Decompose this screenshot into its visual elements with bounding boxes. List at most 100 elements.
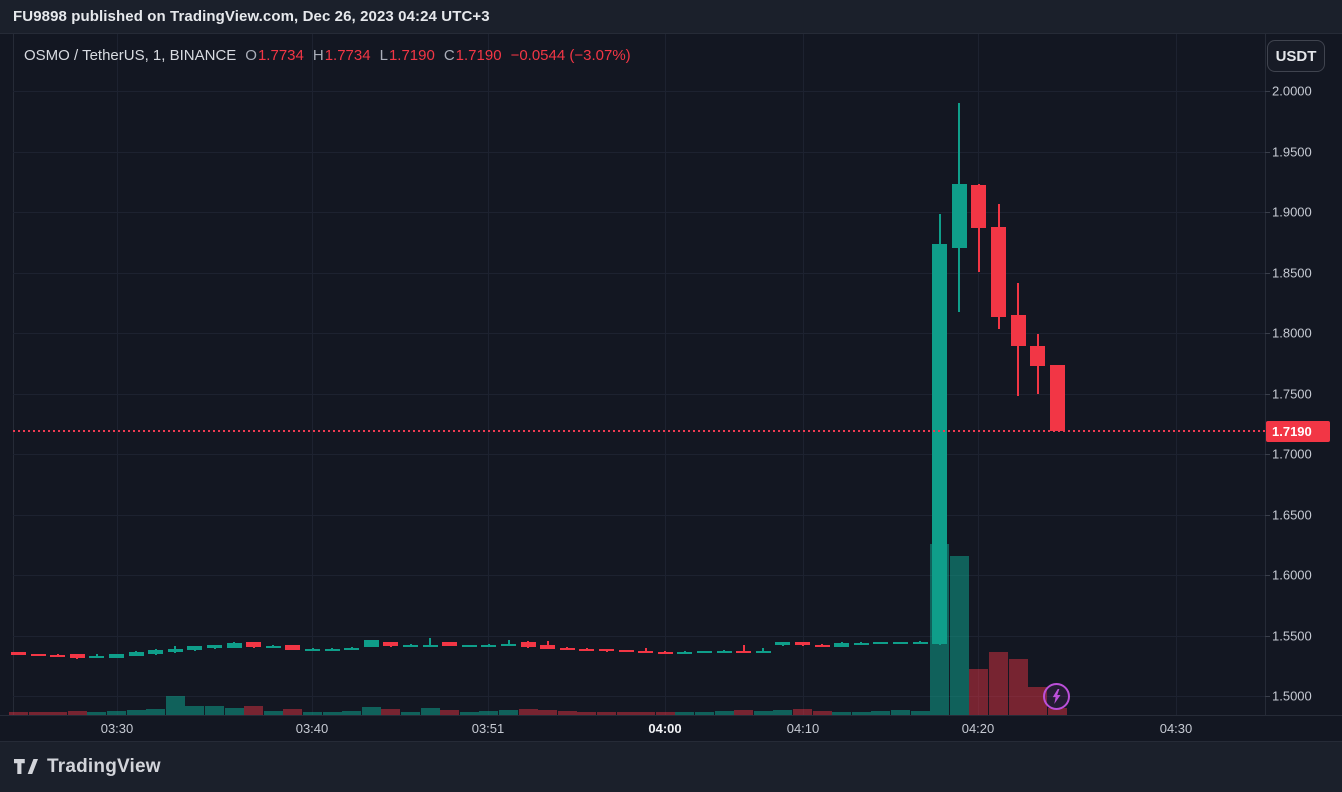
price-axis-label: 2.0000 bbox=[1272, 83, 1312, 99]
close-value: 1.7190 bbox=[455, 47, 502, 64]
volume-bar bbox=[753, 710, 773, 715]
volume-bar bbox=[28, 712, 48, 715]
volume-bar bbox=[244, 706, 264, 715]
price-axis-tick bbox=[1265, 91, 1270, 92]
symbol-title[interactable]: OSMO / TetherUS, 1, BINANCE bbox=[24, 47, 237, 64]
candle-body bbox=[363, 640, 379, 647]
price-gridline bbox=[13, 635, 1265, 637]
time-axis-label: 04:20 bbox=[961, 721, 995, 736]
price-gridline bbox=[13, 151, 1265, 153]
volume-bar bbox=[812, 710, 832, 715]
volume-bar bbox=[146, 709, 166, 715]
candle-wick bbox=[546, 641, 549, 650]
price-axis-tick bbox=[1265, 333, 1270, 334]
volume-bar bbox=[851, 711, 871, 715]
open-label: O bbox=[245, 47, 257, 64]
volume-bar bbox=[87, 711, 107, 715]
price-axis-label: 1.9500 bbox=[1272, 144, 1312, 159]
candle-body bbox=[128, 651, 144, 656]
volume-bar bbox=[361, 707, 381, 715]
candle-body bbox=[501, 644, 516, 647]
time-gridline bbox=[312, 34, 313, 715]
candle-body bbox=[853, 642, 869, 645]
lightning-bolt-icon bbox=[1052, 689, 1061, 704]
volume-bar bbox=[48, 712, 68, 715]
low-label: L bbox=[379, 47, 388, 64]
last-price-badge: 1.7190 bbox=[1266, 420, 1330, 442]
candle-body bbox=[481, 645, 497, 648]
candle-body bbox=[638, 650, 654, 653]
price-axis-label: 1.5000 bbox=[1272, 688, 1312, 704]
open-value: 1.7734 bbox=[257, 47, 304, 64]
price-axis-tick bbox=[1265, 514, 1270, 516]
time-gridline bbox=[803, 34, 804, 715]
candle-body bbox=[736, 650, 752, 653]
price-axis-tick bbox=[1265, 696, 1270, 697]
candle-wick bbox=[487, 643, 490, 647]
candle-body bbox=[971, 184, 987, 228]
volume-bar bbox=[381, 709, 401, 715]
volume-bar bbox=[636, 711, 656, 715]
candle-wick bbox=[762, 648, 765, 653]
candle-body bbox=[442, 642, 458, 646]
bottom-bar: TradingView bbox=[0, 741, 1342, 792]
tradingview-logo[interactable]: TradingView bbox=[14, 756, 161, 778]
volume-bar bbox=[949, 555, 969, 715]
volume-bar bbox=[1047, 708, 1067, 715]
volume-bar bbox=[557, 710, 577, 715]
price-gridline bbox=[13, 514, 1265, 516]
plot-left-border bbox=[13, 34, 14, 715]
chart-legend[interactable]: OSMO / TetherUS, 1, BINANCE O 1.7734 H 1… bbox=[24, 47, 631, 64]
volume-bar bbox=[1008, 659, 1028, 715]
candle-body bbox=[1010, 315, 1026, 347]
volume-bar bbox=[479, 710, 499, 715]
close-label: C bbox=[443, 47, 455, 64]
volume-bar bbox=[577, 711, 597, 715]
candle-body bbox=[403, 645, 418, 648]
candle-body bbox=[814, 644, 830, 647]
time-axis-label: 03:40 bbox=[295, 721, 329, 736]
price-gridline bbox=[13, 212, 1265, 213]
volume-bar bbox=[67, 710, 87, 715]
volume-bar bbox=[773, 709, 793, 715]
last-price-line bbox=[13, 430, 1265, 432]
candle-body bbox=[755, 651, 771, 654]
candle-body bbox=[834, 642, 850, 647]
volume-bar bbox=[793, 709, 812, 715]
candle-body bbox=[422, 644, 438, 647]
volume-bar bbox=[440, 709, 460, 715]
volume-bar bbox=[655, 712, 675, 715]
currency-toggle-button[interactable]: USDT bbox=[1267, 40, 1325, 72]
volume-bar bbox=[538, 709, 558, 715]
volume-bar bbox=[871, 710, 891, 715]
high-value: 1.7734 bbox=[324, 47, 371, 64]
time-axis-label: 03:51 bbox=[471, 721, 505, 736]
change-value: −0.0544 (−3.07%) bbox=[510, 47, 631, 64]
volume-bar bbox=[165, 696, 185, 715]
candle-body bbox=[991, 226, 1006, 317]
volume-bar bbox=[695, 711, 714, 715]
volume-bar bbox=[734, 709, 754, 715]
price-axis-tick bbox=[1265, 635, 1270, 637]
volume-bar bbox=[675, 711, 695, 715]
candle-body bbox=[50, 654, 66, 657]
price-axis-tick bbox=[1265, 151, 1270, 153]
time-axis-label: 03:30 bbox=[100, 721, 134, 736]
candle-body bbox=[383, 642, 399, 647]
candle-wick bbox=[429, 638, 432, 647]
price-axis-label: 1.6500 bbox=[1272, 507, 1312, 522]
candle-body bbox=[305, 649, 320, 652]
price-gridline bbox=[13, 696, 1265, 697]
low-value: 1.7190 bbox=[388, 47, 435, 64]
candle-body bbox=[265, 646, 281, 649]
time-axis[interactable]: 03:30 03:40 03:51 04:00 04:10 04:20 04:30 bbox=[0, 715, 1342, 742]
candle-body bbox=[795, 642, 810, 646]
volume-bar bbox=[420, 708, 440, 715]
price-axis-label: 1.9000 bbox=[1272, 204, 1312, 220]
price-axis-label: 1.8500 bbox=[1272, 265, 1312, 280]
high-label: H bbox=[312, 47, 324, 64]
candle-body bbox=[951, 184, 967, 249]
time-gridline bbox=[488, 34, 489, 715]
price-axis-tick bbox=[1265, 212, 1270, 213]
candle-body bbox=[599, 649, 614, 652]
